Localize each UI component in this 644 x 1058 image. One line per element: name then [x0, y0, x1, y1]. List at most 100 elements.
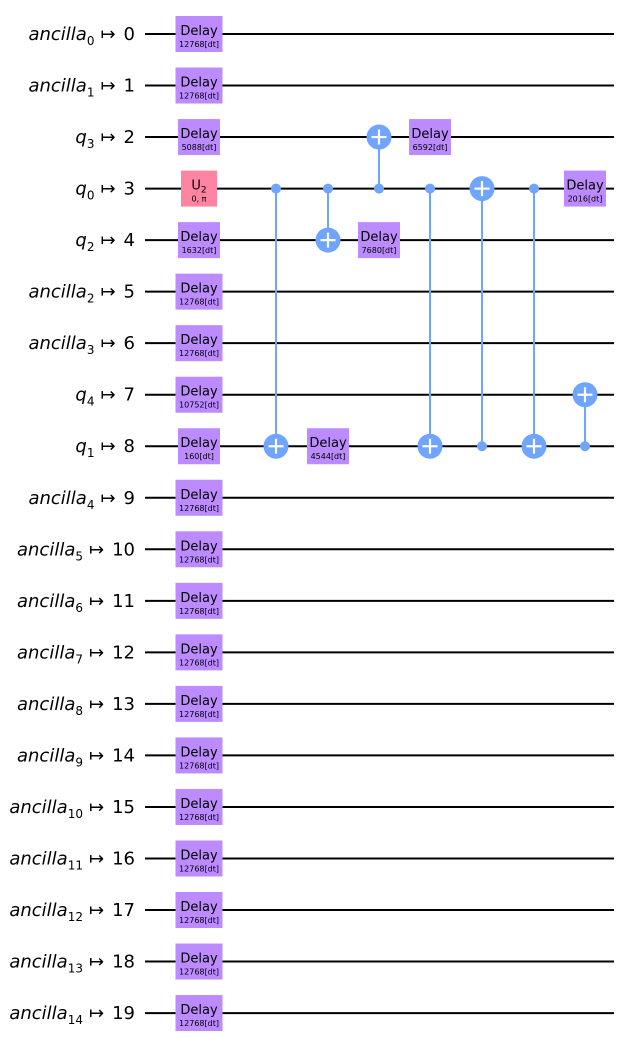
- qubit-label: ancilla10 ↦ 15: [9, 797, 135, 821]
- map-symbol: ↦: [89, 745, 104, 766]
- qubit-subscript: 11: [68, 858, 83, 872]
- delay-gate-duration: 12768[dt]: [179, 761, 219, 770]
- delay-gate-label: Delay: [180, 952, 218, 967]
- delay-gate-duration: 7680[dt]: [362, 246, 397, 255]
- qubit-name: ancilla: [17, 591, 75, 612]
- delay-gate-label: Delay: [309, 436, 347, 451]
- cx-control-dot: [323, 183, 333, 194]
- delay-gate-box: [175, 273, 223, 310]
- u2-gate: U20, π: [181, 170, 217, 207]
- qubit-index: 10: [112, 539, 135, 560]
- delay-gate-box: [178, 222, 220, 259]
- delay-gate-duration: 12768[dt]: [179, 968, 219, 977]
- map-symbol: ↦: [100, 76, 115, 97]
- qubit-label: ancilla14 ↦ 19: [9, 1003, 135, 1027]
- delay-gate-box: [307, 428, 349, 465]
- delay-gate-label: Delay: [360, 230, 398, 245]
- cx-control-dot: [580, 441, 590, 452]
- delay-gate-duration: 12768[dt]: [179, 40, 219, 49]
- qubit-subscript: 1: [87, 86, 95, 100]
- delay-gate-box: [175, 995, 223, 1032]
- qubit-name: q: [75, 179, 86, 200]
- qubit-subscript: 2: [87, 240, 95, 254]
- cx-gate: [469, 176, 495, 452]
- qubit-label: ancilla13 ↦ 18: [9, 952, 135, 976]
- delay-gate-box: [175, 737, 223, 774]
- qubit-name: ancilla: [28, 76, 86, 97]
- map-symbol: ↦: [100, 436, 115, 457]
- qubit-index: 9: [124, 488, 135, 509]
- qubit-name: ancilla: [9, 848, 67, 869]
- delay-gate-duration: 12768[dt]: [179, 349, 219, 358]
- delay-gate-duration: 12768[dt]: [179, 555, 219, 564]
- delay-gate-duration: 12768[dt]: [179, 504, 219, 513]
- map-symbol: ↦: [89, 642, 104, 663]
- qubit-subscript: 4: [87, 395, 95, 409]
- cx-gate: [572, 382, 598, 452]
- delay-gate-box: [175, 67, 223, 104]
- map-symbol: ↦: [100, 282, 115, 303]
- qubit-label: q2 ↦ 4: [75, 230, 135, 254]
- qubit-index: 5: [124, 282, 135, 303]
- qubit-index: 14: [112, 745, 135, 766]
- delay-gate-duration: 10752[dt]: [179, 401, 219, 410]
- map-symbol: ↦: [89, 848, 104, 869]
- qubit-subscript: 14: [68, 1013, 83, 1027]
- qubit-label: ancilla11 ↦ 16: [9, 848, 135, 872]
- qubit-name: ancilla: [9, 1003, 67, 1024]
- delay-gate-duration: 160[dt]: [184, 452, 214, 461]
- qubit-name: ancilla: [9, 900, 67, 921]
- u2-gate-box: [181, 170, 217, 207]
- delay-gate-duration: 12768[dt]: [179, 298, 219, 307]
- map-symbol: ↦: [100, 385, 115, 406]
- delay-gate-label: Delay: [180, 900, 218, 915]
- map-symbol: ↦: [100, 230, 115, 251]
- delay-gate-label: Delay: [411, 127, 449, 142]
- qubit-index: 12: [112, 642, 135, 663]
- qubit-subscript: 10: [68, 807, 83, 821]
- delay-gate-box: [175, 840, 223, 877]
- cx-gate: [263, 183, 289, 459]
- delay-gate-box: [175, 892, 223, 929]
- delay-gate-duration: 12768[dt]: [179, 916, 219, 925]
- qubit-label: ancilla3 ↦ 6: [28, 333, 135, 357]
- cx-gate: [417, 183, 443, 459]
- qubit-name: ancilla: [17, 694, 75, 715]
- delay-gate-label: Delay: [566, 179, 604, 194]
- qubit-subscript: 7: [75, 652, 83, 666]
- qubit-subscript: 3: [87, 343, 95, 357]
- delay-gate-label: Delay: [180, 848, 218, 863]
- delay-gate-box: [175, 582, 223, 619]
- map-symbol: ↦: [89, 694, 104, 715]
- qubit-name: q: [75, 127, 86, 148]
- qubit-subscript: 2: [87, 292, 95, 306]
- qubit-subscript: 0: [87, 34, 95, 48]
- map-symbol: ↦: [89, 1003, 104, 1024]
- delay-gate-box: [409, 119, 451, 156]
- qubit-name: q: [75, 230, 86, 251]
- u2-gate-label: U2: [191, 179, 206, 196]
- delay-gate-duration: 4544[dt]: [311, 452, 346, 461]
- cx-control-dot: [477, 441, 487, 452]
- qubit-index: 6: [124, 333, 135, 354]
- delay-gate-label: Delay: [180, 539, 218, 554]
- delay-gate-label: Delay: [180, 24, 218, 39]
- delay-gate-duration: 12768[dt]: [179, 813, 219, 822]
- delay-gate-label: Delay: [180, 333, 218, 348]
- u2-gate-params: 0, π: [192, 195, 207, 204]
- delay-gate-label: Delay: [180, 797, 218, 812]
- qubit-label: ancilla6 ↦ 11: [17, 591, 135, 615]
- qubit-name: ancilla: [9, 952, 67, 973]
- qubit-subscript: 6: [75, 601, 83, 615]
- delay-gate-box: [175, 788, 223, 825]
- delay-gate-label: Delay: [180, 385, 218, 400]
- qubit-name: ancilla: [28, 24, 86, 45]
- qubit-index: 4: [124, 230, 135, 251]
- delay-gate-duration: 12768[dt]: [179, 607, 219, 616]
